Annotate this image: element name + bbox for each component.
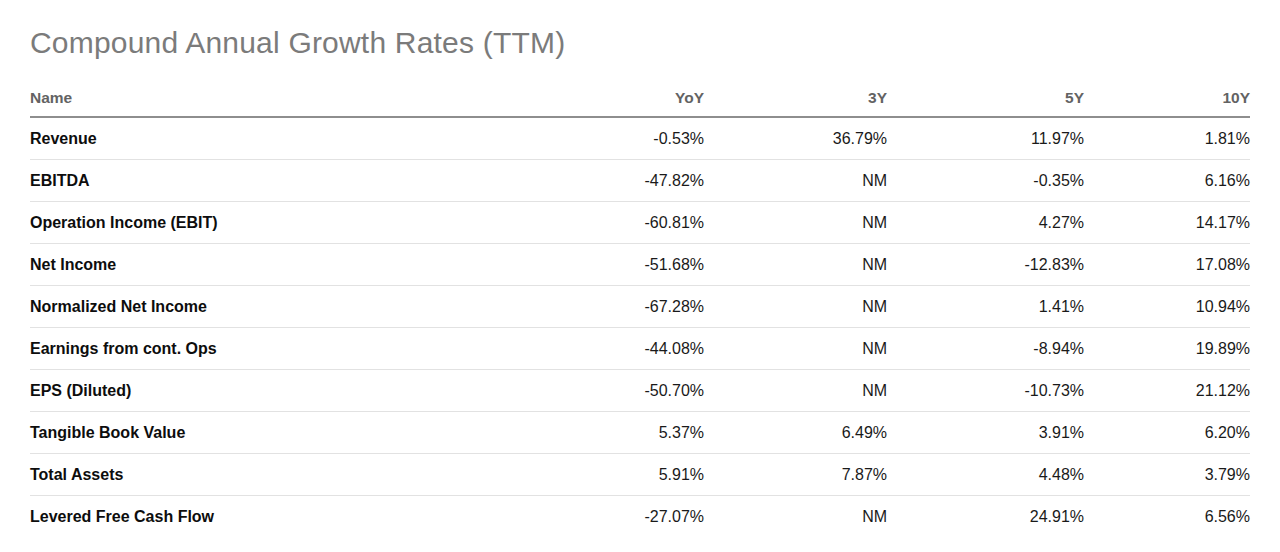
- row-value-yoy: -47.82%: [524, 160, 704, 202]
- row-value-10y: 10.94%: [1084, 286, 1250, 328]
- row-value-yoy: 5.91%: [524, 454, 704, 496]
- column-header-yoy: YoY: [524, 77, 704, 117]
- row-label: Normalized Net Income: [30, 286, 524, 328]
- table-row: EBITDA-47.82%NM-0.35%6.16%: [30, 160, 1250, 202]
- row-value-3y: NM: [704, 160, 887, 202]
- row-value-3y: NM: [704, 202, 887, 244]
- column-header-3y: 3Y: [704, 77, 887, 117]
- row-value-10y: 19.89%: [1084, 328, 1250, 370]
- row-value-10y: 21.12%: [1084, 370, 1250, 412]
- table-row: Tangible Book Value5.37%6.49%3.91%6.20%: [30, 412, 1250, 454]
- row-value-5y: -10.73%: [887, 370, 1084, 412]
- table-row: Earnings from cont. Ops-44.08%NM-8.94%19…: [30, 328, 1250, 370]
- row-label: EPS (Diluted): [30, 370, 524, 412]
- row-value-10y: 14.17%: [1084, 202, 1250, 244]
- row-value-10y: 6.16%: [1084, 160, 1250, 202]
- column-header-5y: 5Y: [887, 77, 1084, 117]
- table-row: Levered Free Cash Flow-27.07%NM24.91%6.5…: [30, 496, 1250, 538]
- table-row: Revenue-0.53%36.79%11.97%1.81%: [30, 117, 1250, 160]
- table-header-row: Name YoY 3Y 5Y 10Y: [30, 77, 1250, 117]
- row-value-5y: -12.83%: [887, 244, 1084, 286]
- growth-rates-table: Name YoY 3Y 5Y 10Y Revenue-0.53%36.79%11…: [30, 77, 1250, 537]
- row-value-5y: 3.91%: [887, 412, 1084, 454]
- row-value-10y: 17.08%: [1084, 244, 1250, 286]
- table-row: Net Income-51.68%NM-12.83%17.08%: [30, 244, 1250, 286]
- row-label: Total Assets: [30, 454, 524, 496]
- row-value-3y: NM: [704, 370, 887, 412]
- row-value-3y: NM: [704, 328, 887, 370]
- row-value-5y: 4.27%: [887, 202, 1084, 244]
- page-title: Compound Annual Growth Rates (TTM): [30, 25, 1250, 61]
- column-header-10y: 10Y: [1084, 77, 1250, 117]
- row-value-yoy: -60.81%: [524, 202, 704, 244]
- row-value-10y: 1.81%: [1084, 117, 1250, 160]
- row-value-yoy: 5.37%: [524, 412, 704, 454]
- row-value-yoy: -27.07%: [524, 496, 704, 538]
- row-value-3y: 7.87%: [704, 454, 887, 496]
- row-label: Levered Free Cash Flow: [30, 496, 524, 538]
- row-value-10y: 3.79%: [1084, 454, 1250, 496]
- row-value-5y: 4.48%: [887, 454, 1084, 496]
- column-header-name: Name: [30, 77, 524, 117]
- row-value-yoy: -67.28%: [524, 286, 704, 328]
- table-row: Normalized Net Income-67.28%NM1.41%10.94…: [30, 286, 1250, 328]
- row-value-yoy: -0.53%: [524, 117, 704, 160]
- row-label: Earnings from cont. Ops: [30, 328, 524, 370]
- row-value-yoy: -44.08%: [524, 328, 704, 370]
- row-value-10y: 6.20%: [1084, 412, 1250, 454]
- row-value-3y: NM: [704, 286, 887, 328]
- row-label: Operation Income (EBIT): [30, 202, 524, 244]
- row-label: Tangible Book Value: [30, 412, 524, 454]
- row-value-5y: -8.94%: [887, 328, 1084, 370]
- row-value-3y: 6.49%: [704, 412, 887, 454]
- row-value-5y: -0.35%: [887, 160, 1084, 202]
- row-value-3y: 36.79%: [704, 117, 887, 160]
- table-row: EPS (Diluted)-50.70%NM-10.73%21.12%: [30, 370, 1250, 412]
- table-row: Total Assets5.91%7.87%4.48%3.79%: [30, 454, 1250, 496]
- table-row: Operation Income (EBIT)-60.81%NM4.27%14.…: [30, 202, 1250, 244]
- row-value-5y: 11.97%: [887, 117, 1084, 160]
- row-value-3y: NM: [704, 244, 887, 286]
- row-value-5y: 24.91%: [887, 496, 1084, 538]
- row-value-yoy: -51.68%: [524, 244, 704, 286]
- row-value-yoy: -50.70%: [524, 370, 704, 412]
- row-value-10y: 6.56%: [1084, 496, 1250, 538]
- row-label: Net Income: [30, 244, 524, 286]
- row-label: EBITDA: [30, 160, 524, 202]
- table-body: Revenue-0.53%36.79%11.97%1.81%EBITDA-47.…: [30, 117, 1250, 537]
- growth-rates-panel: Compound Annual Growth Rates (TTM) Name …: [0, 25, 1280, 537]
- row-value-5y: 1.41%: [887, 286, 1084, 328]
- row-label: Revenue: [30, 117, 524, 160]
- row-value-3y: NM: [704, 496, 887, 538]
